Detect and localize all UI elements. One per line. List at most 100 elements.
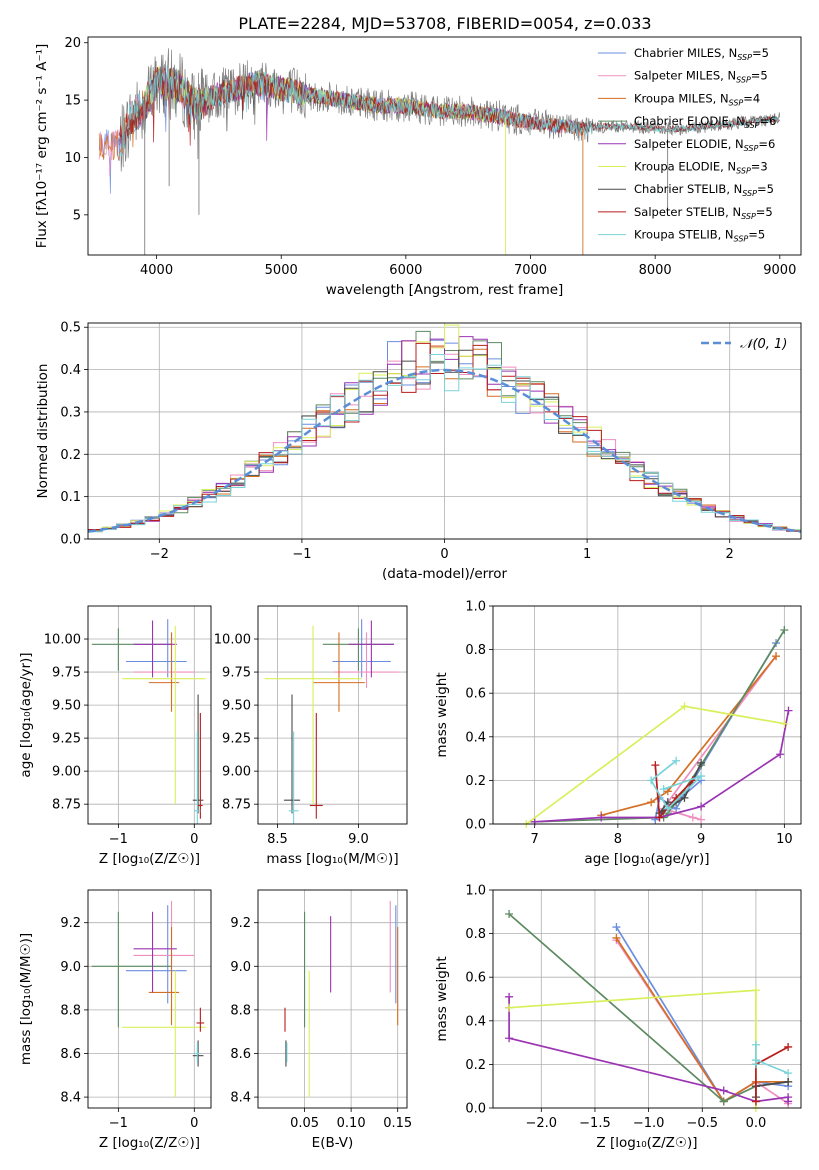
x-tick-label: 8000 — [639, 263, 672, 278]
y-tick-label: 0.2 — [465, 774, 486, 789]
series-marker-kroupa_elodie — [780, 719, 789, 728]
series-marker-salpeter_elodie — [697, 802, 706, 811]
x-tick-label: −1 — [109, 832, 128, 847]
x-tick-label: 0.05 — [290, 1116, 319, 1131]
series-marker-salpeter_stelib — [651, 761, 660, 770]
series-line-kroupa_miles — [615, 937, 789, 1103]
age-vs-Z-panel: −1 0 8.75 9.00 9.25 9.50 9.75 10.00 Z [log₁₀(Z/Z… — [18, 605, 212, 867]
y-tick-label: 1.0 — [465, 884, 486, 899]
y-tick-label: 9.0 — [230, 960, 251, 975]
legend-entry-salpeter_stelib: Salpeter STELIB, NSSP=5 — [634, 205, 773, 221]
age-vs-mass-panel: 8.5 9.0 8.75 9.00 9.25 9.50 9.75 10.00 mass [log… — [214, 605, 408, 867]
legend-entry-chabrier_miles: Chabrier MILES, NSSP=5 — [634, 46, 769, 62]
x-axis-label: wavelength [Angstrom, rest frame] — [326, 282, 564, 298]
y-axis-label: mass [log₁₀(M/M☉)] — [18, 933, 34, 1065]
series-marker-salpeter_elodie — [505, 1034, 514, 1043]
y-tick-label: 8.4 — [230, 1091, 251, 1106]
y-tick-label: 0.2 — [60, 448, 81, 463]
series-marker-salpeter_miles — [697, 815, 706, 824]
y-tick-label: 9.0 — [60, 960, 81, 975]
x-tick-label: 0 — [190, 832, 198, 847]
legend-entry-salpeter_miles: Salpeter MILES, NSSP=5 — [634, 69, 768, 85]
y-tick-label: 9.00 — [222, 765, 251, 780]
y-tick-label: 20 — [64, 36, 81, 51]
x-axis-label: age [log₁₀(age/yr)] — [584, 851, 709, 867]
x-tick-label: 0.10 — [337, 1116, 366, 1131]
x-tick-label: 0 — [190, 1116, 198, 1131]
residual-histogram-panel: −2 −1 0 1 2 0.0 0.1 0.2 0.3 0.4 0.5 (data-model)/er… — [35, 321, 802, 582]
y-tick-label: 9.2 — [60, 916, 81, 931]
series-marker-kroupa_stelib — [751, 1040, 760, 1049]
y-axis-label: age [log₁₀(age/yr)] — [18, 652, 34, 777]
y-tick-label: 0.0 — [465, 1102, 486, 1117]
series-marker-kroupa_stelib — [659, 785, 668, 794]
histogram-kroupa_stelib — [88, 354, 801, 534]
y-tick-label: 9.25 — [52, 732, 81, 747]
y-tick-label: 0.5 — [60, 321, 81, 336]
legend-entry-normal: 𝒩(0, 1) — [740, 337, 787, 352]
x-tick-label: 10 — [776, 832, 793, 847]
y-tick-label: 0.0 — [60, 533, 81, 548]
series-marker-salpeter_stelib — [784, 1042, 793, 1051]
x-tick-label: 4000 — [140, 263, 173, 278]
legend-entry-kroupa_stelib: Kroupa STELIB, NSSP=5 — [634, 228, 765, 244]
series-marker-kroupa_miles — [772, 652, 781, 661]
y-tick-label: 0.2 — [465, 1058, 486, 1073]
y-tick-label: 1.0 — [465, 600, 486, 615]
y-tick-label: 10 — [64, 151, 81, 166]
y-tick-label: 0.8 — [465, 643, 486, 658]
y-tick-label: 8.8 — [230, 1003, 251, 1018]
legend-entry-salpeter_elodie: Salpeter ELODIE, NSSP=6 — [634, 137, 775, 153]
x-tick-label: −1.5 — [579, 1116, 611, 1131]
normal-curve — [88, 368, 801, 533]
x-tick-label: 9 — [697, 832, 705, 847]
y-axis-label: Flux [fλ10⁻¹⁷ erg cm⁻² s⁻¹ A⁻¹] — [34, 44, 50, 249]
series-marker-salpeter_elodie — [505, 992, 514, 1001]
series-marker-salpeter_elodie — [719, 1086, 728, 1095]
y-tick-label: 15 — [64, 94, 81, 109]
spectrum-traces — [98, 48, 781, 255]
series-marker-chabrier_elodie — [780, 625, 789, 634]
legend-entry-chabrier_stelib: Chabrier STELIB, NSSP=5 — [634, 182, 774, 198]
mass-weight-vs-age-panel: 7 8 9 10 0.0 0.2 0.4 0.6 0.8 1.0 age [log₁₀(age/yr… — [434, 600, 802, 867]
x-tick-label: 1 — [583, 547, 591, 562]
series-marker-salpeter_elodie — [784, 706, 793, 715]
y-tick-label: 0.3 — [60, 405, 81, 420]
x-tick-label: 5000 — [265, 263, 298, 278]
y-tick-label: 8.6 — [230, 1047, 251, 1062]
x-tick-label: 7 — [530, 832, 538, 847]
series-marker-kroupa_stelib — [663, 804, 672, 813]
y-tick-label: 8.75 — [222, 798, 251, 813]
y-tick-label: 8.6 — [60, 1047, 81, 1062]
y-tick-label: 8.75 — [52, 798, 81, 813]
x-axis-label: Z [log₁₀(Z/Z☉)] — [99, 1135, 200, 1151]
x-tick-label: −0.5 — [686, 1116, 718, 1131]
series-line-kroupa_miles — [600, 655, 777, 817]
axes-frame — [257, 889, 408, 1109]
series-marker-salpeter_elodie — [597, 813, 606, 822]
x-tick-label: 0.0 — [746, 1116, 767, 1131]
x-tick-label: −1 — [109, 1116, 128, 1131]
x-axis-label: Z [log₁₀(Z/Z☉)] — [99, 851, 200, 867]
y-tick-label: 0.8 — [465, 927, 486, 942]
y-tick-label: 5 — [73, 208, 81, 223]
spectrum-panel: 4000 5000 6000 7000 8000 9000 5 10 15 20 wavelengt… — [34, 36, 802, 298]
x-tick-label: 9000 — [763, 263, 796, 278]
axes-frame — [87, 322, 802, 540]
x-tick-label: −1 — [292, 547, 311, 562]
axes-frame — [87, 889, 212, 1109]
axes-frame — [492, 605, 802, 825]
series-marker-salpeter_elodie — [530, 817, 539, 826]
y-tick-label: 9.50 — [222, 699, 251, 714]
axes-frame — [257, 605, 408, 825]
x-tick-label: −2 — [150, 547, 169, 562]
axes-frame — [87, 605, 212, 825]
model-spectrum-kroupa_stelib — [118, 65, 780, 157]
x-axis-label: Z [log₁₀(Z/Z☉)] — [596, 1135, 697, 1151]
series-marker-kroupa_stelib — [647, 776, 656, 785]
y-tick-label: 0.4 — [465, 1014, 486, 1029]
series-marker-salpeter_miles — [688, 813, 697, 822]
series-marker-chabrier_stelib — [784, 1077, 793, 1086]
x-tick-label: 0.15 — [383, 1116, 412, 1131]
